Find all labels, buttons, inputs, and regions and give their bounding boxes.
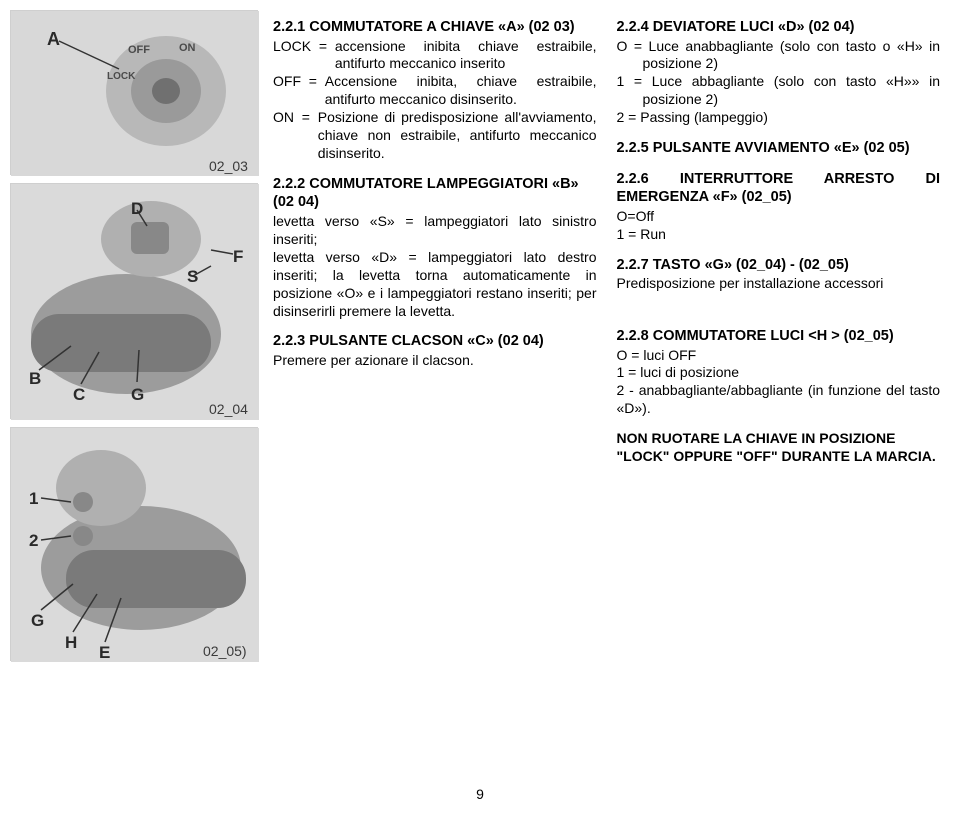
svg-text:H: H [65,633,77,652]
section-2-2-1-body: LOCK = accensione inibita chiave estraib… [273,38,597,163]
text-columns: 2.2.1 COMMUTATORE A CHIAVE «A» (02 03) L… [265,0,960,816]
svg-text:LOCK: LOCK [107,71,136,82]
section-2-2-2-title: 2.2.2 COMMUTATORE LAM­PEGGIATORI «B» (02… [273,175,597,212]
svg-text:E: E [99,643,110,662]
svg-text:B: B [29,369,41,388]
section-2-2-3-body: Premere per azionare il clacson. [273,352,597,370]
section-2-2-4-body: O = Luce anabbagliante (solo con tasto o… [617,38,941,128]
figure-02-05: 1 2 G H E 02_05) [10,427,258,661]
figure-02-03: OFF ON LOCK A 02_03 [10,10,258,175]
svg-text:G: G [31,611,44,630]
svg-text:02_04: 02_04 [209,401,248,417]
svg-text:A: A [47,29,60,49]
svg-text:D: D [131,199,143,218]
image-column: OFF ON LOCK A 02_03 D S F B C G 0 [0,0,265,816]
section-2-2-6-title: 2.2.6 INTERRUTTORE AR­RESTO DI EMERGENZA… [617,170,941,207]
svg-text:02_05): 02_05) [203,643,247,659]
svg-text:C: C [73,385,85,404]
svg-text:2: 2 [29,531,38,550]
warning-text: NON RUOTARE LA CHIAVE IN PO­SIZIONE "LOC… [617,430,941,466]
section-2-2-7-title: 2.2.7 TASTO «G» (02_04) - (02_05) [617,256,941,275]
page-number: 9 [0,786,960,802]
svg-text:ON: ON [179,42,196,54]
section-2-2-4-title: 2.2.4 DEVIATORE LUCI «D» (02 04) [617,18,941,37]
section-2-2-6-body: O=Off 1 = Run [617,208,941,244]
svg-text:02_03: 02_03 [209,158,248,174]
svg-text:S: S [187,267,198,286]
section-2-2-2-body: levetta verso «S» = lampeggiatori lato s… [273,213,597,320]
section-2-2-7-body: Predisposizione per installazione access… [617,275,941,293]
svg-text:F: F [233,247,243,266]
section-2-2-3-title: 2.2.3 PULSANTE CLACSON «C» (02 04) [273,332,597,351]
figure-02-04: D S F B C G 02_04 [10,183,258,419]
text-column-1: 2.2.1 COMMUTATORE A CHIAVE «A» (02 03) L… [273,18,597,806]
svg-text:OFF: OFF [128,44,150,56]
svg-text:1: 1 [29,489,38,508]
section-2-2-8-title: 2.2.8 COMMUTATORE LUCI <H > (02_05) [617,327,941,346]
section-2-2-5-title: 2.2.5 PULSANTE AVVIA­MENTO «E» (02 05) [617,139,941,158]
text-column-2: 2.2.4 DEVIATORE LUCI «D» (02 04) O = Luc… [617,18,941,806]
section-2-2-1-title: 2.2.1 COMMUTATORE A CHIAVE «A» (02 03) [273,18,597,37]
svg-text:G: G [131,385,144,404]
section-2-2-8-body: O = luci OFF 1 = luci di posizione 2 - a… [617,347,941,419]
